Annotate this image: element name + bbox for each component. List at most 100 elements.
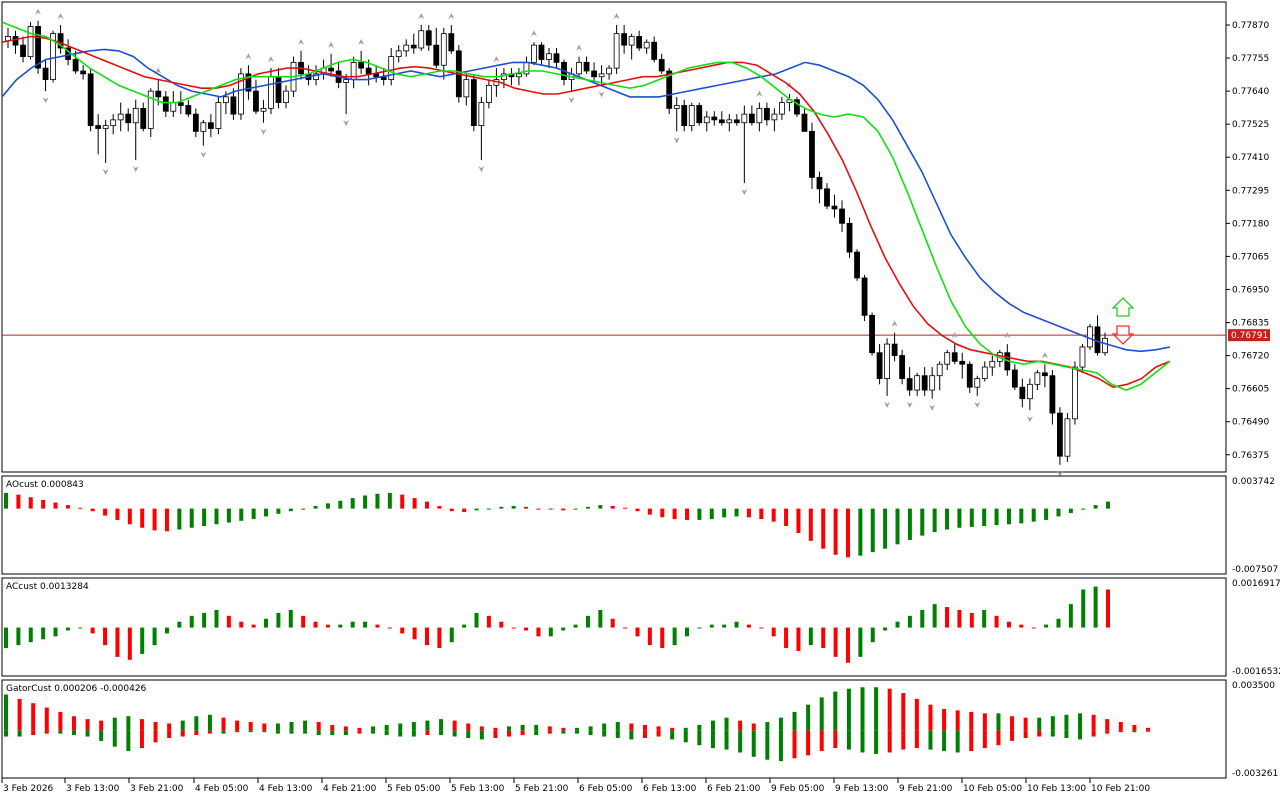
gator-lower-bar [289, 730, 294, 734]
candle-body [20, 44, 26, 58]
candle-body [816, 176, 823, 190]
ao-bar [536, 508, 541, 510]
ac-bar [808, 627, 813, 646]
candle-body [185, 105, 192, 115]
candle-body [899, 355, 906, 379]
candle-body [726, 119, 733, 124]
gator-upper-bar [1064, 714, 1069, 731]
gator-lower-bar [819, 730, 824, 752]
ac-bar [363, 621, 368, 628]
gator-upper-bar [194, 716, 199, 731]
fractal-down-marker [673, 137, 680, 144]
gator-upper-bar [602, 723, 607, 731]
ao-bar [202, 508, 207, 527]
ao-bar [833, 508, 838, 555]
gator-upper-bar [44, 707, 49, 731]
gator-lower-bar [126, 730, 131, 752]
gator-upper-bar [235, 720, 240, 731]
gator-upper-bar [207, 714, 212, 731]
gator-lower-bar [833, 730, 838, 749]
candle-body [794, 99, 800, 115]
price-tick-label: 0.76835 [1232, 319, 1269, 329]
candle-body [470, 79, 477, 127]
candle-body [253, 90, 259, 112]
ao-bar [598, 505, 603, 509]
gator-lower-bar [71, 730, 76, 736]
gator-upper-bar [411, 722, 416, 731]
gator-pane[interactable]: 0.003500 -0.003261 [1, 679, 1278, 779]
fractal-down-marker [478, 166, 485, 173]
gator-upper-bar [479, 726, 484, 731]
price-pane[interactable]: 0.77870 0.77755 0.77640 0.77525 0.77410 0.772… [1, 1, 1270, 477]
alligator-teeth-line [1, 35, 1171, 389]
fractal-up-marker [358, 38, 365, 45]
candle-body [846, 222, 853, 253]
price-tick-label: 0.76720 [1232, 352, 1269, 362]
ac-pane[interactable]: 0.0016917 -0.0016532 [1, 577, 1280, 677]
ao-bar [784, 508, 789, 527]
candle-body [1011, 369, 1018, 388]
gator-lower-bar [507, 730, 512, 737]
candle-body [110, 119, 117, 127]
gator-upper-bar [330, 724, 335, 731]
candle-body [373, 73, 380, 78]
gator-lower-bar [112, 730, 117, 747]
fractal-down-marker [343, 120, 350, 127]
ao-bar [189, 508, 194, 528]
candle-body [854, 251, 860, 279]
ao-bar [660, 508, 665, 518]
ao-bar [164, 508, 169, 532]
ao-bar [895, 508, 900, 545]
candle-body [207, 122, 214, 129]
gator-upper-bar [615, 722, 620, 731]
ac-bar [796, 627, 801, 652]
candle-body [583, 61, 590, 72]
gator-upper-bar [1037, 717, 1042, 731]
candle-body [546, 53, 552, 60]
gator-lower-bar [602, 730, 607, 737]
candle-body [478, 102, 485, 127]
ac-bar [573, 624, 578, 628]
ac-bar [536, 627, 541, 637]
gator-lower-bar [343, 730, 348, 736]
gator-upper-bar [710, 720, 715, 731]
ao-bar [920, 508, 925, 536]
candle-body [666, 70, 673, 109]
gator-upper-bar [928, 704, 933, 731]
ao-bar [53, 502, 58, 509]
candle-body [824, 188, 830, 207]
candle-body [12, 36, 19, 46]
candle-body [433, 44, 440, 66]
gator-lower-bar [792, 730, 797, 759]
ao-bar [486, 508, 491, 510]
candle-body [741, 113, 748, 124]
gator-upper-bar [398, 723, 403, 731]
ao-bar [635, 508, 640, 512]
gator-lower-bar [262, 730, 267, 733]
time-axis: 3 Feb 2026 3 Feb 13:00 3 Feb 21:00 4 Feb 05… [1, 778, 1150, 794]
ao-bar [499, 506, 504, 509]
ac-bar [288, 609, 293, 628]
time-tick-label: 4 Feb 05:00 [195, 784, 249, 794]
ac-bar [734, 621, 739, 628]
gator-upper-bar [1105, 719, 1110, 731]
fractal-up-marker [298, 38, 305, 45]
ao-frame [1, 475, 1227, 575]
ac-bar [202, 612, 207, 628]
gator-lower-bar [330, 730, 335, 736]
candle-body [200, 122, 207, 132]
candle-body [636, 36, 643, 49]
gator-upper-bar [493, 727, 498, 731]
candle-body [268, 76, 274, 109]
candle-body [1102, 337, 1108, 354]
candle-body [1064, 418, 1071, 457]
candle-body [756, 107, 763, 124]
fractal-up-marker [418, 12, 425, 19]
candle-body [215, 102, 222, 129]
gator-upper-bar [167, 723, 172, 731]
time-tick-label: 5 Feb 21:00 [515, 784, 569, 794]
ao-pane[interactable]: 0.003742 -0.007507 [1, 475, 1278, 575]
candle-body [673, 105, 680, 109]
ac-bar [1031, 627, 1036, 629]
